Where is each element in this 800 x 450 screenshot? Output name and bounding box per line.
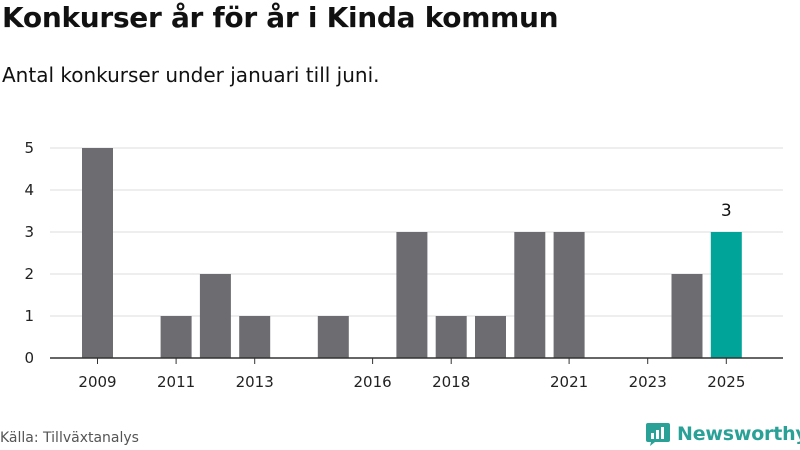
bar-2025: [710, 232, 742, 358]
x-axis: [50, 357, 783, 364]
x-tick-label-2013: 2013: [236, 373, 274, 391]
x-tick-label-2009: 2009: [78, 373, 116, 391]
y-tick-label-1: 1: [24, 307, 34, 325]
y-tick-label-2: 2: [24, 265, 34, 283]
bars: [82, 148, 742, 358]
x-tick-label-2021: 2021: [550, 373, 588, 391]
y-axis-tick-labels: 0 1 2 3 4 5: [24, 139, 34, 367]
x-tick-label-2016: 2016: [354, 373, 392, 391]
bar-2011: [160, 316, 192, 358]
bar-2019: [475, 316, 506, 358]
y-tick-label-5: 5: [24, 139, 34, 157]
bar-2013: [239, 316, 271, 358]
x-axis-tick-labels: 2009 2011 2013 2016 2018 2021 2023 2025: [78, 373, 745, 391]
x-tick-label-2025: 2025: [707, 373, 745, 391]
y-tick-label-3: 3: [24, 223, 34, 241]
bar-2020: [514, 232, 546, 358]
bar-2012: [199, 274, 231, 358]
bar-2015: [317, 316, 349, 358]
x-tick-label-2023: 2023: [629, 373, 667, 391]
brand-name: Newsworthy: [677, 423, 800, 445]
chart-subtitle: Antal konkurser under januari till juni.: [2, 63, 380, 87]
y-tick-label-4: 4: [24, 181, 34, 199]
bar-2024: [671, 274, 703, 358]
bar-2009: [82, 148, 113, 358]
bar-2017: [396, 232, 428, 358]
y-tick-label-0: 0: [24, 349, 34, 367]
x-tick-label-2018: 2018: [432, 373, 470, 391]
x-tick-label-2011: 2011: [157, 373, 195, 391]
brand-logo[interactable]: Newsworthy: [645, 421, 800, 447]
data-label-2025: 3: [721, 201, 732, 221]
bar-2018: [435, 316, 467, 358]
chart-title: Konkurser år för år i Kinda kommun: [2, 1, 559, 34]
data-labels: 3: [721, 201, 732, 221]
newsworthy-logo-icon: [646, 423, 670, 446]
source-note: Källa: Tillväxtanalys: [0, 430, 139, 446]
bar-2021: [553, 232, 585, 358]
